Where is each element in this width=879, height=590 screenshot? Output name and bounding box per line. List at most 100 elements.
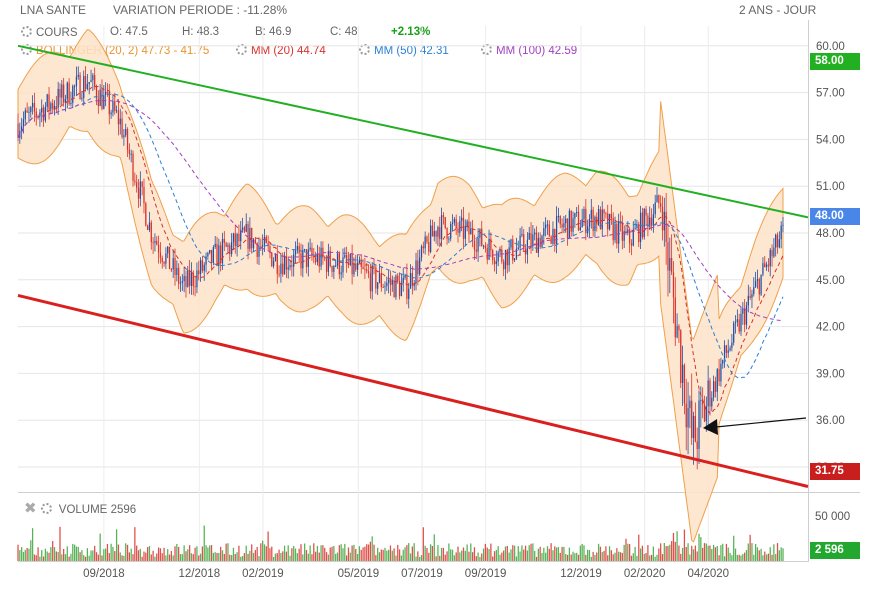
volume-bar xyxy=(136,545,138,561)
volume-bar xyxy=(218,552,220,561)
candle-body xyxy=(758,279,760,295)
volume-bar xyxy=(92,550,94,561)
candle-body xyxy=(17,123,19,138)
volume-bar xyxy=(692,549,695,561)
mm20-legend[interactable]: MM (20) 44.74 xyxy=(236,44,326,57)
candle-body xyxy=(771,249,773,257)
volume-bar xyxy=(709,545,711,561)
candle-body xyxy=(234,233,236,247)
candle-body xyxy=(691,400,693,438)
candle-body xyxy=(499,249,501,253)
volume-bar xyxy=(563,546,565,561)
y-axis: 60.00 57.00 54.00 51.00 48.00 45.00 42.00 39.00… xyxy=(816,41,845,474)
volume-bar xyxy=(395,555,397,561)
y-tick-label: 39.00 xyxy=(816,368,845,380)
period-selector[interactable]: 2 ANS - JOUR xyxy=(739,3,817,17)
volume-bar xyxy=(736,554,738,561)
candle-body xyxy=(448,238,450,240)
candle-body xyxy=(331,266,333,272)
volume-bar xyxy=(360,549,362,561)
candle-body xyxy=(596,216,598,225)
volume-bar xyxy=(274,553,277,561)
candle-body xyxy=(413,283,415,287)
candle-body xyxy=(652,214,655,226)
volume-bar xyxy=(31,528,34,561)
volume-bar xyxy=(526,550,529,561)
volume-bar xyxy=(579,545,581,561)
gear-icon[interactable] xyxy=(21,26,32,37)
candle-body xyxy=(404,274,406,278)
candle-body xyxy=(747,295,749,306)
mm50-value: 42.31 xyxy=(420,45,449,57)
candle-body xyxy=(492,250,494,261)
close-value: C: 48 xyxy=(330,26,358,38)
mm50-legend[interactable]: MM (50) 42.31 xyxy=(359,44,449,57)
volume-bar xyxy=(104,548,107,561)
candle-body xyxy=(681,364,684,383)
candle-body xyxy=(471,228,474,241)
volume-bar xyxy=(733,535,735,561)
volume-bar xyxy=(73,544,76,561)
candle-body xyxy=(103,95,105,109)
volume-bar xyxy=(108,553,110,561)
volume-bar xyxy=(77,546,79,561)
candle-body xyxy=(634,228,636,230)
gear-icon[interactable] xyxy=(236,44,247,55)
candle-body xyxy=(720,363,722,382)
volume-bar xyxy=(603,550,605,561)
volume-bar xyxy=(490,543,492,561)
volume-bar xyxy=(42,556,45,561)
candle-body xyxy=(262,245,264,247)
candle-body xyxy=(327,250,330,272)
volume-bar xyxy=(44,548,47,561)
candle-body xyxy=(344,255,346,258)
gear-icon[interactable] xyxy=(40,503,52,514)
gear-icon[interactable] xyxy=(359,44,370,55)
mm20-value: 44.74 xyxy=(297,45,326,57)
cours-legend[interactable]: COURS xyxy=(21,26,78,39)
volume-bar xyxy=(754,543,757,561)
candle-body xyxy=(192,273,194,287)
volume-bar xyxy=(249,550,251,561)
candle-body xyxy=(683,364,686,404)
volume-bar xyxy=(263,544,266,561)
candle-body xyxy=(84,76,87,90)
candle-body xyxy=(660,203,662,207)
candle-body xyxy=(28,111,30,113)
gear-icon[interactable] xyxy=(481,44,492,55)
volume-axis-max: 50 000 xyxy=(815,511,851,523)
candle-body xyxy=(157,244,160,253)
volume-bar xyxy=(654,556,656,561)
volume-bar xyxy=(364,546,366,561)
candle-body xyxy=(355,263,357,270)
volume-bar xyxy=(172,555,174,561)
candle-body xyxy=(645,208,647,216)
volume-value: 2596 xyxy=(110,504,137,516)
volume-bar xyxy=(41,550,43,561)
candle-body xyxy=(711,397,713,407)
volume-legend[interactable]: ✖ VOLUME 2596 xyxy=(24,499,136,517)
candle-body xyxy=(95,86,98,99)
candle-body xyxy=(607,213,609,230)
volume-bar xyxy=(588,550,591,561)
volume-bar xyxy=(475,556,477,561)
close-icon[interactable]: ✖ xyxy=(24,500,37,517)
candle-body xyxy=(605,213,607,215)
volume-bar xyxy=(216,552,218,561)
volume-bar xyxy=(106,544,109,561)
volume-bar xyxy=(570,554,572,561)
candle-body xyxy=(156,240,158,245)
candle-body xyxy=(435,231,437,237)
mm100-legend[interactable]: MM (100) 42.59 xyxy=(481,44,577,57)
volume-bar xyxy=(28,548,30,561)
volume-bar xyxy=(161,553,163,561)
candle-body xyxy=(338,253,340,275)
volume-bar xyxy=(340,544,342,561)
candle-body xyxy=(106,91,109,93)
volume-bar xyxy=(103,549,105,561)
volume-bar xyxy=(712,544,715,561)
candle-body xyxy=(703,404,706,422)
volume-bar xyxy=(369,541,372,561)
volume-bar xyxy=(307,553,309,561)
